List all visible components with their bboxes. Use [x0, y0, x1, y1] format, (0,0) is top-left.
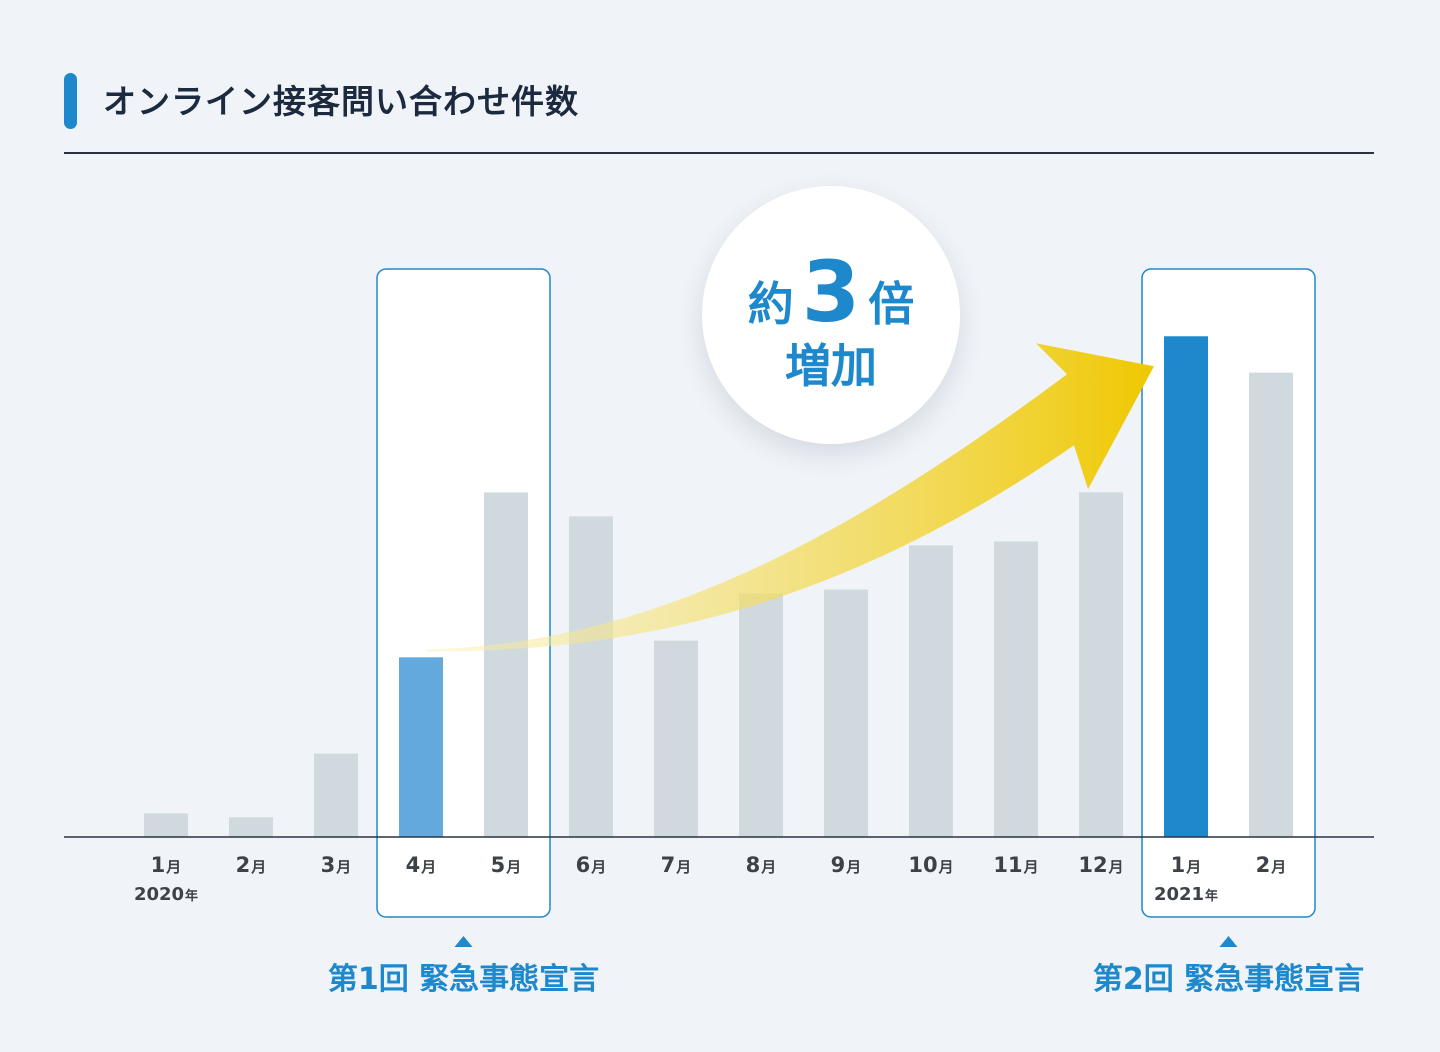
tick-label-unit: 月 [1108, 858, 1124, 876]
tick-label-unit: 月 [505, 858, 521, 876]
tick-label-2: 2月 [236, 853, 267, 877]
tick-label-number: 2 [236, 853, 251, 877]
increase-badge: 約 3 倍 増加 [702, 186, 960, 444]
badge-suffix: 倍 [868, 277, 915, 331]
tick-label-number: 10 [908, 853, 937, 877]
bar-13 [1164, 336, 1208, 837]
tick-label-number: 4 [406, 853, 421, 877]
period-label-second: 第2回 緊急事態宣言 [1092, 962, 1365, 997]
tick-label-number: 1 [1171, 853, 1186, 877]
tick-label-unit: 月 [590, 858, 606, 876]
year-label-unit: 年 [1205, 888, 1218, 904]
tick-label-11: 11月 [993, 853, 1038, 877]
title-divider [64, 152, 1374, 154]
tick-label-number: 11 [993, 853, 1022, 877]
badge-value: 3 [801, 243, 861, 341]
year-label-number: 2021 [1154, 884, 1204, 905]
bar-3 [314, 753, 358, 837]
tick-label-number: 7 [661, 853, 676, 877]
period-label-first: 第1回 緊急事態宣言 [327, 962, 600, 997]
tick-label-unit: 月 [1270, 858, 1286, 876]
bar-9 [824, 589, 868, 837]
badge-prefix: 約 [747, 277, 794, 331]
tick-label-9: 9月 [831, 853, 862, 877]
growth-arrow [426, 343, 1154, 652]
tick-label-7: 7月 [661, 853, 692, 877]
tick-label-number: 8 [746, 853, 761, 877]
tick-label-8: 8月 [746, 853, 777, 877]
bar-8 [739, 593, 783, 837]
tick-label-3: 3月 [321, 853, 352, 877]
tick-label-13: 1月 [1171, 853, 1202, 877]
tick-label-number: 5 [491, 853, 506, 877]
badge-increase-text: 増加 [785, 339, 877, 393]
period-marker-2 [1219, 936, 1238, 947]
tick-label-unit: 月 [760, 858, 776, 876]
tick-label-number: 6 [576, 853, 591, 877]
bar-12 [1079, 492, 1123, 837]
tick-label-unit: 月 [675, 858, 691, 876]
bar-1 [144, 813, 188, 837]
tick-label-4: 4月 [406, 853, 437, 877]
tick-label-unit: 月 [420, 858, 436, 876]
tick-label-unit: 月 [250, 858, 266, 876]
tick-label-number: 12 [1078, 853, 1107, 877]
year-label-2: 2021年 [1154, 884, 1218, 905]
tick-label-unit: 月 [1023, 858, 1039, 876]
tick-label-number: 9 [831, 853, 846, 877]
tick-label-unit: 月 [938, 858, 954, 876]
tick-label-number: 1 [151, 853, 166, 877]
bar-6 [569, 516, 613, 837]
tick-label-unit: 月 [335, 858, 351, 876]
year-label-number: 2020 [134, 884, 184, 905]
year-label-1: 2020年 [134, 884, 198, 905]
bar-11 [994, 541, 1038, 837]
bar-10 [909, 545, 953, 837]
bar-7 [654, 640, 698, 837]
tick-label-12: 12月 [1078, 853, 1123, 877]
bar-5 [484, 492, 528, 837]
bar-2 [229, 817, 273, 837]
chart-title: オンライン接客問い合わせ件数 [103, 82, 579, 121]
title-accent-bar [64, 73, 77, 129]
bar-14 [1249, 372, 1293, 837]
tick-label-unit: 月 [845, 858, 861, 876]
period-marker-1 [454, 936, 473, 947]
tick-label-number: 2 [1256, 853, 1271, 877]
bar-4 [399, 657, 443, 837]
tick-label-14: 2月 [1256, 853, 1287, 877]
tick-label-number: 3 [321, 853, 336, 877]
tick-label-5: 5月 [491, 853, 522, 877]
tick-label-6: 6月 [576, 853, 607, 877]
tick-label-unit: 月 [1185, 858, 1201, 876]
tick-label-1: 1月 [151, 853, 182, 877]
tick-label-10: 10月 [908, 853, 953, 877]
tick-label-unit: 月 [165, 858, 181, 876]
year-label-unit: 年 [185, 888, 198, 904]
